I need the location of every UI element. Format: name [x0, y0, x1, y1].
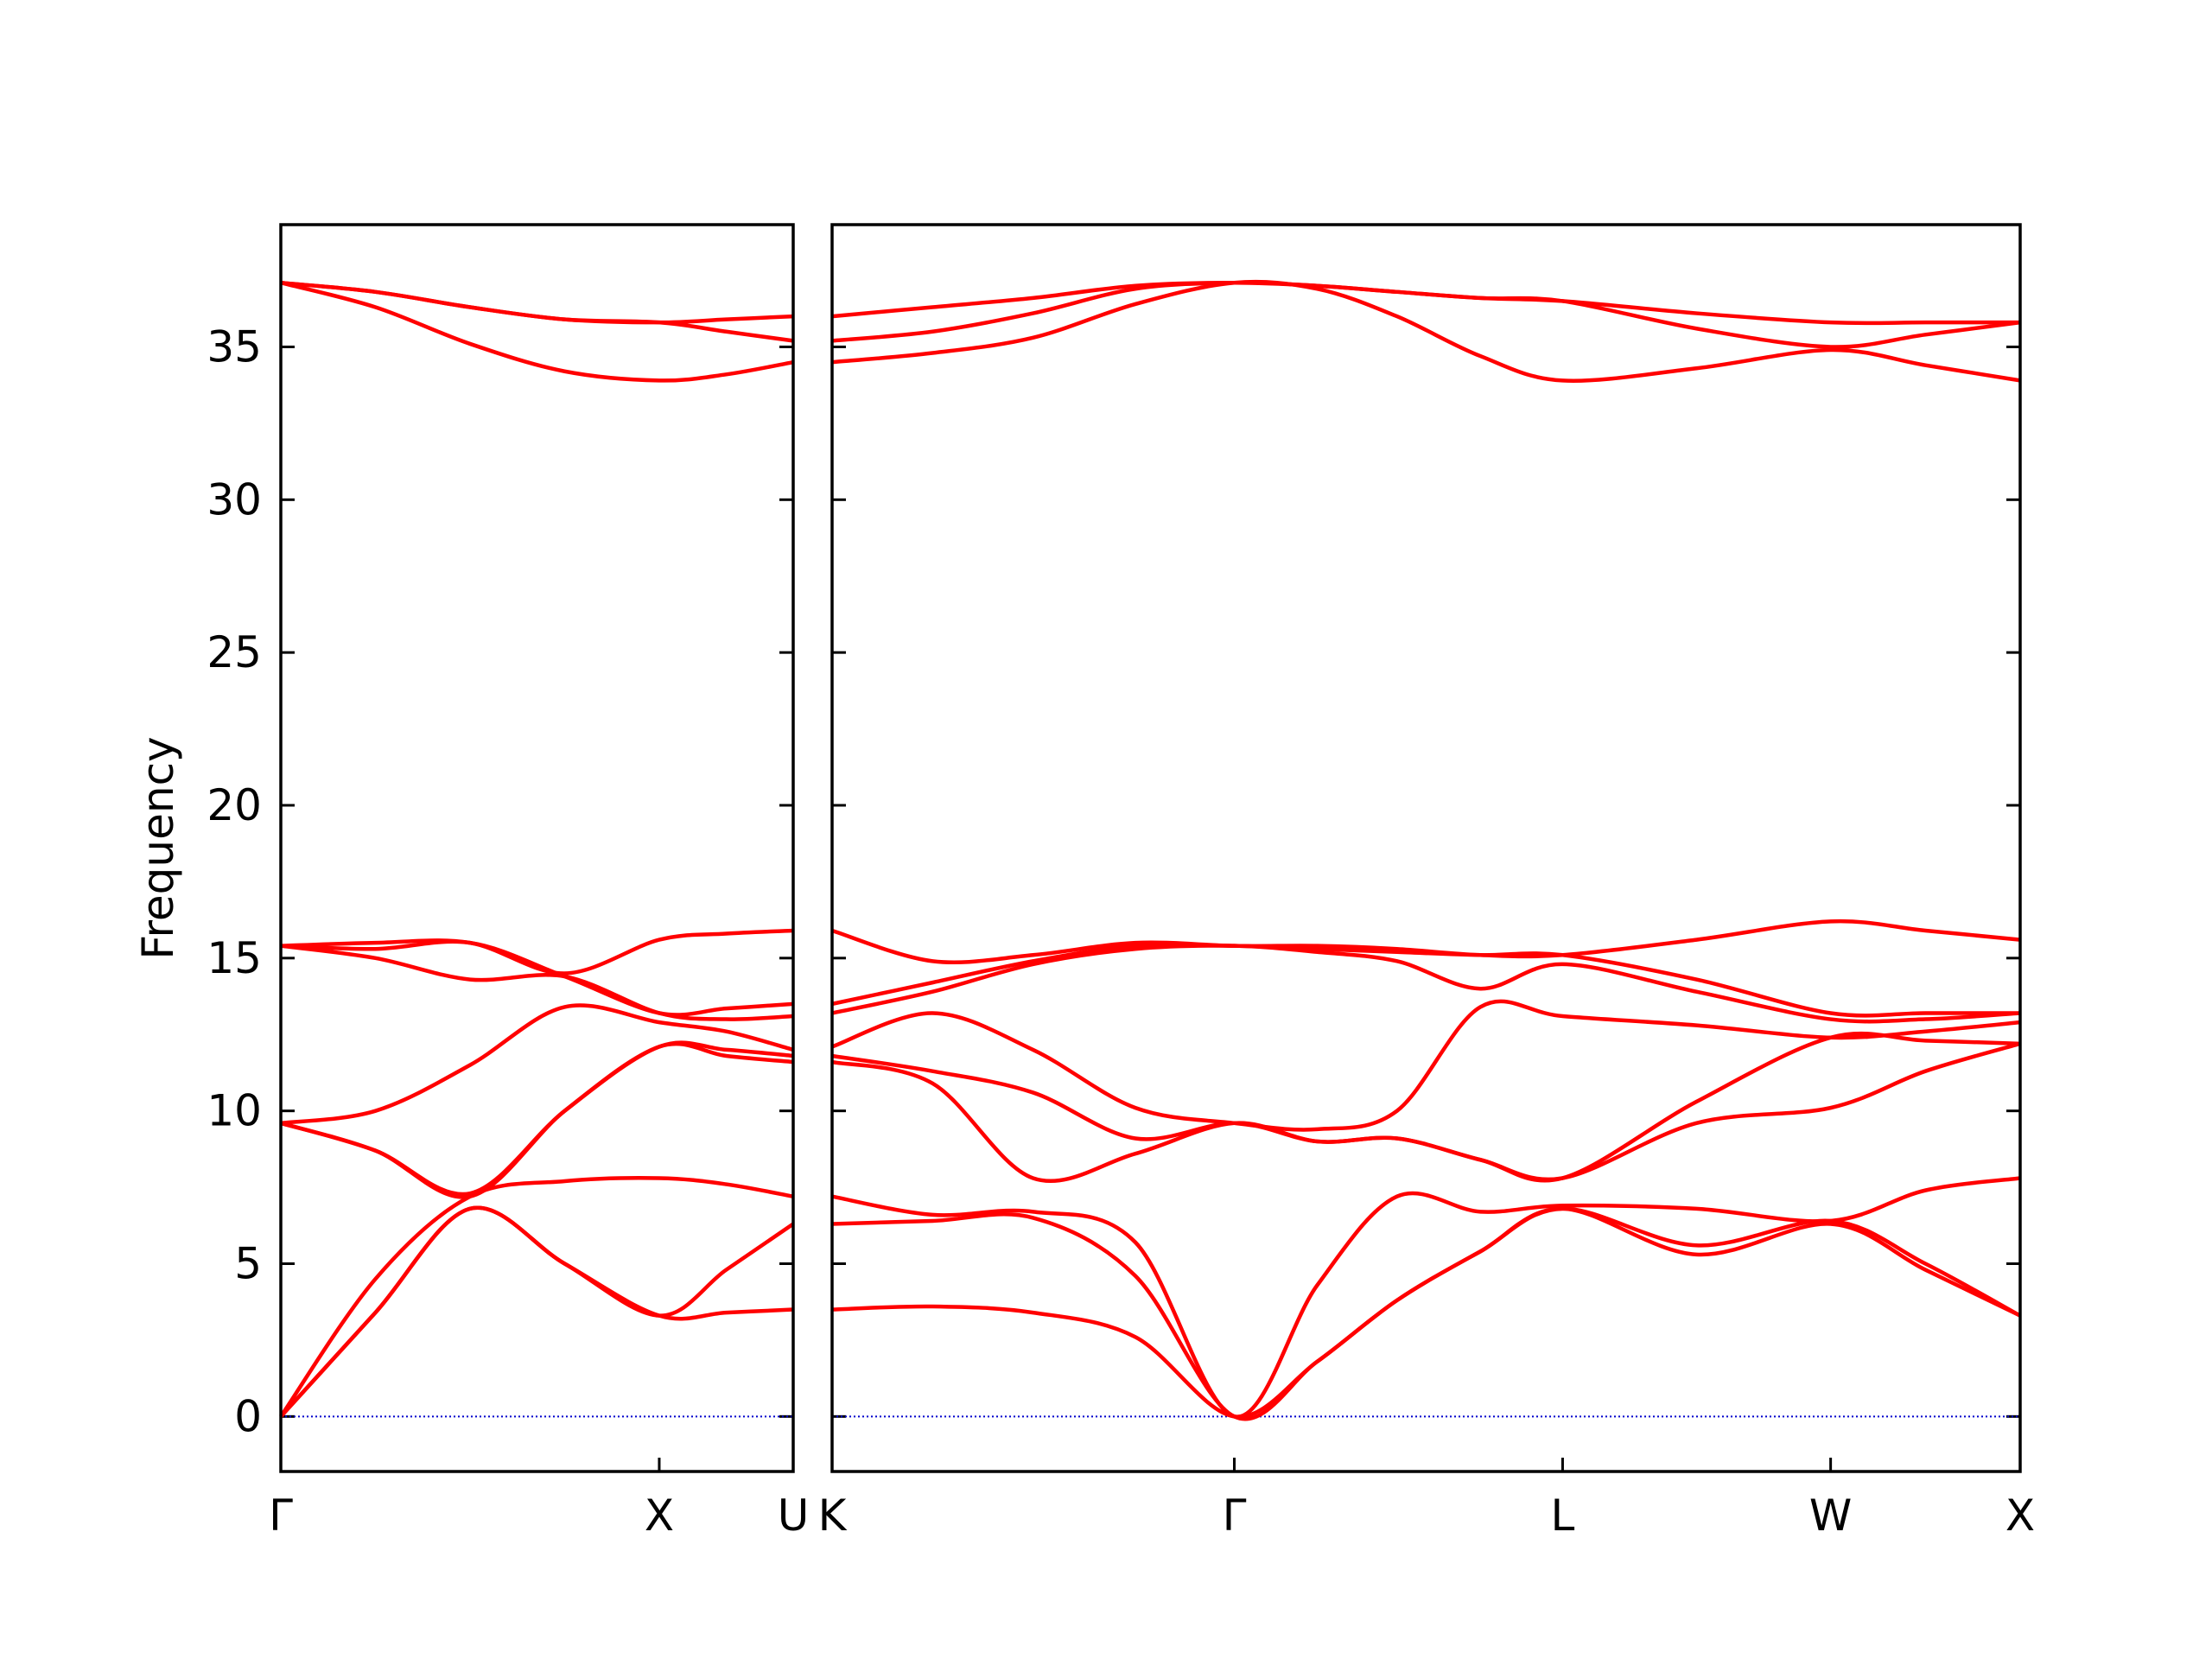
band-line	[831, 942, 2020, 1018]
band-line	[831, 1176, 2021, 1419]
band-line	[831, 1031, 2021, 1183]
x-tick-label: L	[1551, 1491, 1575, 1541]
band-line	[831, 280, 2020, 326]
band-line	[280, 280, 794, 325]
y-tick-label: 5	[234, 1239, 262, 1289]
band-line	[280, 1003, 794, 1126]
band-line	[831, 1206, 2022, 1421]
y-tick-label: 10	[207, 1086, 262, 1136]
y-tick-label: 30	[207, 474, 262, 524]
plot-frame	[279, 223, 795, 1473]
band-line	[279, 1176, 794, 1418]
y-tick-label: 15	[207, 933, 262, 983]
band-line	[831, 279, 2021, 383]
y-tick-label: 0	[234, 1391, 262, 1441]
y-tick-label: 25	[207, 627, 262, 677]
band-line	[831, 918, 2021, 965]
x-tick-label: W	[1809, 1491, 1852, 1541]
band-line	[280, 928, 794, 976]
band-line	[279, 1205, 795, 1418]
band-line	[280, 1041, 794, 1199]
x-tick-label: Γ	[1223, 1491, 1247, 1541]
x-tick-label: X	[2005, 1491, 2035, 1541]
y-tick-label: 20	[207, 780, 262, 830]
band-line	[831, 944, 2021, 1024]
band-line	[280, 939, 794, 1017]
y-tick-label: 35	[207, 321, 262, 372]
x-tick-label: K	[818, 1491, 848, 1541]
x-tick-label: U	[778, 1491, 810, 1541]
band-line	[280, 944, 794, 1021]
x-tick-label: Γ	[269, 1491, 293, 1541]
y-axis-label: Frequency	[133, 736, 183, 959]
band-line	[280, 281, 794, 383]
x-tick-label: X	[645, 1491, 674, 1541]
band-line	[280, 1040, 794, 1197]
band-line	[279, 1205, 794, 1418]
band-line	[831, 999, 2021, 1132]
band-line	[831, 1206, 2021, 1419]
plot-frame	[830, 223, 2022, 1473]
band-line	[831, 1041, 2021, 1184]
